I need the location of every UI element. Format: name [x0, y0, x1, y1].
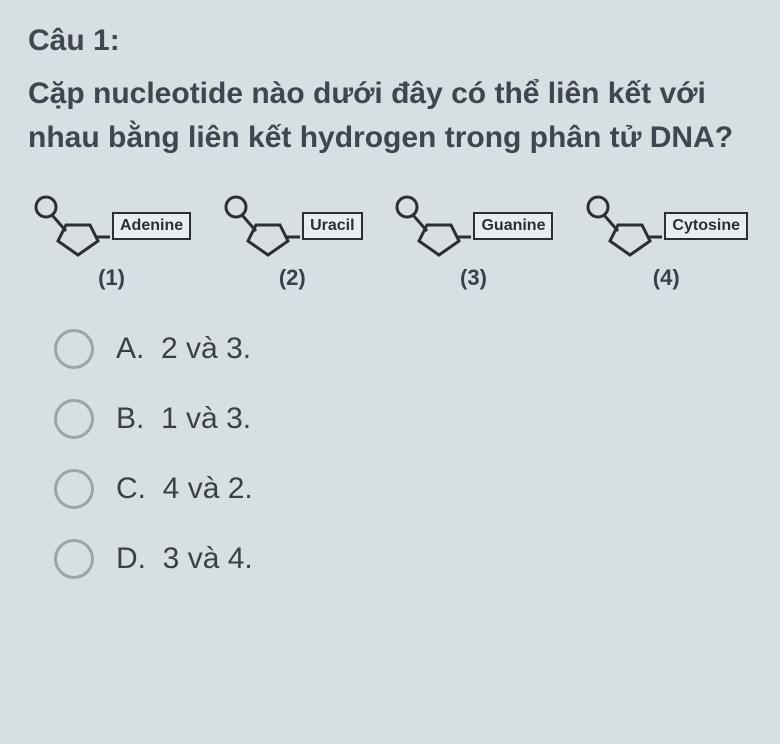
diagram-row: Adenine (1) Uracil (2) Guanine (3): [28, 193, 752, 291]
diagram-1: Adenine (1): [32, 193, 191, 291]
base-label-1: Adenine: [112, 212, 191, 240]
radio-icon: [54, 329, 94, 369]
nucleotide-icon: [222, 193, 300, 259]
diagram-number-4: (4): [653, 265, 680, 291]
diagram-4: Cytosine (4): [584, 193, 748, 291]
option-d[interactable]: D. 3 và 4.: [54, 539, 752, 579]
option-c[interactable]: C. 4 và 2.: [54, 469, 752, 509]
question-number: Câu 1:: [28, 24, 752, 58]
option-text-a: A. 2 và 3.: [116, 332, 251, 366]
base-label-2: Uracil: [302, 212, 362, 240]
option-b[interactable]: B. 1 và 3.: [54, 399, 752, 439]
diagram-3: Guanine (3): [393, 193, 553, 291]
radio-icon: [54, 469, 94, 509]
molecule-1: Adenine: [32, 193, 191, 259]
molecule-2: Uracil: [222, 193, 362, 259]
base-label-3: Guanine: [473, 212, 553, 240]
nucleotide-icon: [393, 193, 471, 259]
options-list: A. 2 và 3. B. 1 và 3. C. 4 và 2. D. 3 và…: [28, 329, 752, 579]
base-label-4: Cytosine: [664, 212, 748, 240]
nucleotide-icon: [584, 193, 662, 259]
molecule-3: Guanine: [393, 193, 553, 259]
diagram-number-3: (3): [460, 265, 487, 291]
nucleotide-icon: [32, 193, 110, 259]
radio-icon: [54, 539, 94, 579]
diagram-2: Uracil (2): [222, 193, 362, 291]
diagram-number-1: (1): [98, 265, 125, 291]
radio-icon: [54, 399, 94, 439]
option-text-d: D. 3 và 4.: [116, 542, 253, 576]
option-text-b: B. 1 và 3.: [116, 402, 251, 436]
question-text: Cặp nucleotide nào dưới đây có thể liên …: [28, 72, 752, 159]
diagram-number-2: (2): [279, 265, 306, 291]
option-a[interactable]: A. 2 và 3.: [54, 329, 752, 369]
option-text-c: C. 4 và 2.: [116, 472, 253, 506]
molecule-4: Cytosine: [584, 193, 748, 259]
